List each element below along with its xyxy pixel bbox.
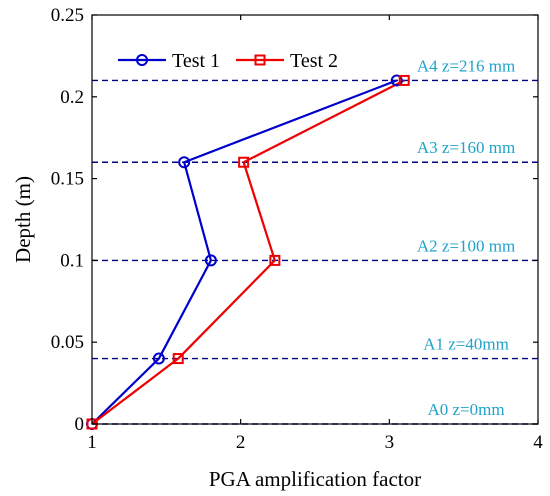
data-point-circle — [204, 254, 217, 267]
legend-marker-circle — [136, 54, 148, 66]
series-lines-group — [91, 79, 405, 425]
legend-marker-square — [254, 54, 266, 66]
x-axis-ticks: 1 2 3 4 — [87, 15, 543, 453]
data-point-circle — [152, 352, 165, 365]
reference-line-label: A0 z=0mm — [427, 400, 504, 419]
reference-line-label: A3 z=160 mm — [417, 138, 515, 157]
reference-line-label: A1 z=40mm — [423, 335, 509, 354]
data-point-circle — [178, 156, 191, 169]
data-point-square — [269, 254, 281, 266]
data-point-square — [398, 74, 410, 86]
legend-label-1: Test 1 — [172, 50, 220, 72]
data-point-square — [238, 156, 250, 168]
plot-frame — [91, 14, 539, 425]
reference-line-label: A2 z=100 mm — [417, 236, 515, 255]
y-tick-label: 0.25 — [51, 5, 84, 26]
x-axis-label: PGA amplification factor — [209, 467, 421, 491]
reference-line-label: A4 z=216 mm — [417, 56, 515, 75]
y-tick-label: 0.15 — [51, 169, 84, 190]
y-tick-label: 0.05 — [51, 332, 84, 353]
y-tick-label: 0 — [75, 414, 85, 435]
data-point-circle — [390, 74, 403, 87]
y-tick-label: 0.1 — [60, 250, 84, 271]
y-axis-label: Depth (m) — [11, 176, 35, 263]
reference-labels-group: A4 z=216 mm A3 z=160 mm A2 z=100 mm A1 z=40… — [417, 56, 515, 419]
series-line-1 — [91, 79, 398, 425]
x-tick-label: 1 — [87, 432, 97, 453]
series-line-2 — [91, 79, 405, 425]
series-markers-group — [86, 74, 410, 430]
y-axis-ticks: 0 0.05 0.1 0.15 0.2 0.25 — [51, 5, 538, 435]
data-point-square — [172, 353, 184, 365]
y-tick-label: 0.2 — [60, 87, 84, 108]
legend: Test 1 Test 2 — [118, 50, 338, 72]
x-tick-label: 3 — [385, 432, 395, 453]
x-tick-label: 2 — [236, 432, 246, 453]
axes-group: 1 2 3 4 0 0.05 0.1 0.15 0.2 0.25 PGA amplificati… — [11, 5, 543, 491]
x-tick-label: 4 — [533, 432, 543, 453]
legend-label-2: Test 2 — [290, 50, 338, 72]
